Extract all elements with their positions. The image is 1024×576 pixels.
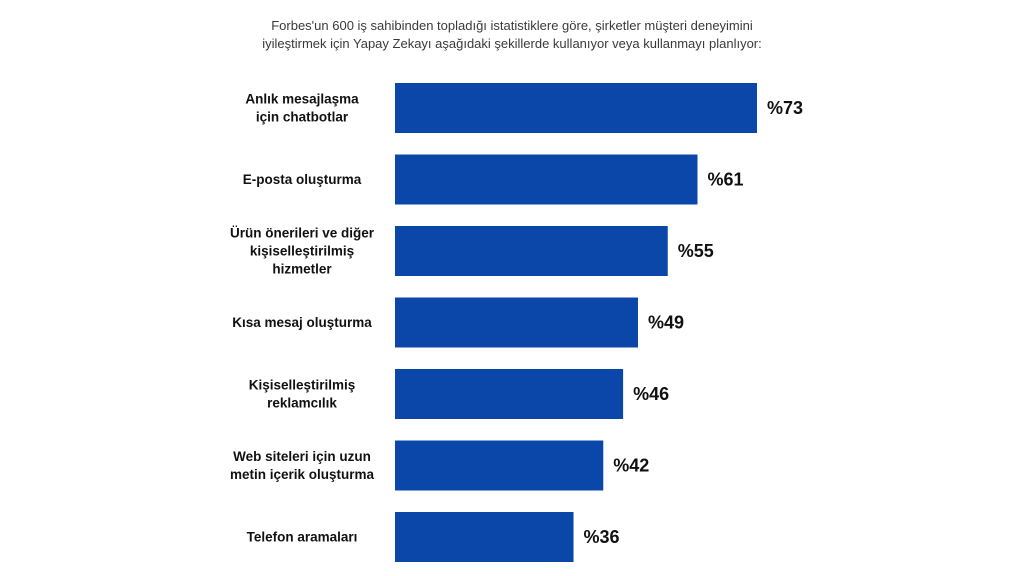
- category-label-7: Telefon aramaları: [247, 530, 358, 545]
- category-label-4-line-1: Kısa mesaj oluşturma: [232, 315, 372, 330]
- bar-6: [395, 440, 604, 491]
- category-label-3: Ürün önerileri ve diğer kişiselleştirilmi…: [230, 226, 375, 277]
- value-label-4: %49: [648, 313, 684, 333]
- category-label-5-line-1: Kişiselleştirilmiş: [249, 378, 356, 393]
- value-label-3: %55: [678, 241, 714, 261]
- category-label-5: Kişiselleştirilmiş reklamcılık: [249, 378, 356, 411]
- category-label-3-line-3: hizmetler: [272, 262, 332, 277]
- bar-4: [395, 297, 638, 348]
- chart-title-line-2: iyileştirmek için Yapay Zekayı aşağıdaki…: [262, 36, 762, 51]
- category-label-4: Kısa mesaj oluşturma: [232, 315, 372, 330]
- category-label-3-line-1: Ürün önerileri ve diğer: [230, 226, 375, 241]
- bar-2: [395, 154, 698, 205]
- category-label-1-line-1: Anlık mesajlaşma: [245, 92, 359, 107]
- value-label-6: %42: [613, 456, 649, 476]
- value-label-5: %46: [633, 384, 669, 404]
- category-label-3-line-2: kişiselleştirilmiş: [250, 244, 354, 259]
- bar-7: [395, 512, 574, 562]
- category-label-1: Anlık mesajlaşma için chatbotlar: [245, 92, 359, 125]
- chart-title: Forbes'un 600 iş sahibinden topladığı is…: [0, 17, 1024, 53]
- value-label-7: %36: [584, 527, 620, 547]
- bar-5: [395, 369, 624, 419]
- category-label-6-line-1: Web siteleri için uzun: [233, 449, 371, 464]
- chart-title-line-1: Forbes'un 600 iş sahibinden topladığı is…: [271, 18, 753, 33]
- category-label-1-line-2: için chatbotlar: [256, 110, 349, 125]
- value-label-2: %61: [707, 170, 743, 190]
- category-label-2-line-1: E-posta oluşturma: [243, 172, 362, 187]
- category-label-5-line-2: reklamcılık: [267, 396, 337, 411]
- bar-3: [395, 226, 668, 276]
- category-label-2: E-posta oluşturma: [243, 172, 362, 187]
- category-label-7-line-1: Telefon aramaları: [247, 530, 358, 545]
- category-label-6-line-2: metin içerik oluşturma: [230, 467, 375, 482]
- category-label-6: Web siteleri için uzun metin içerik oluşt…: [230, 449, 375, 482]
- value-label-1: %73: [767, 98, 803, 118]
- bar-1: [395, 83, 757, 133]
